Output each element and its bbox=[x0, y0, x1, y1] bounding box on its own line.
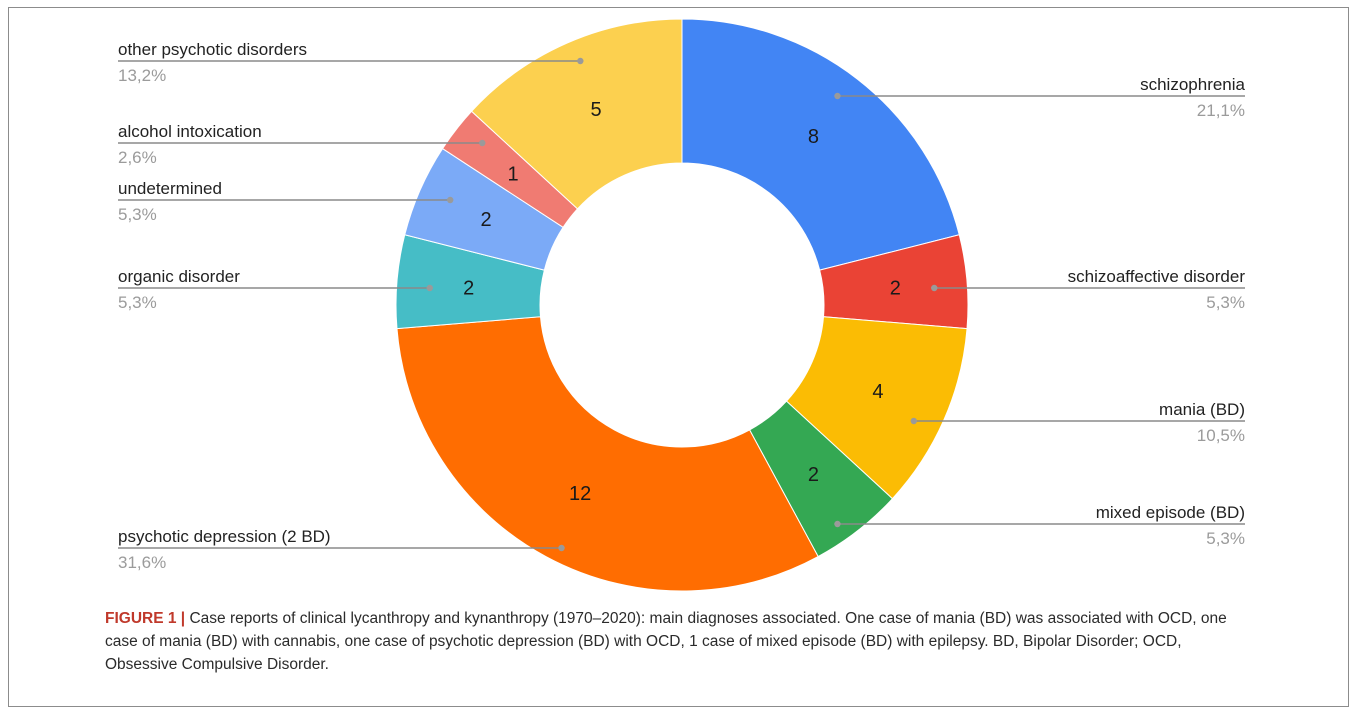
percent-label-other-psychotic-disorders: 13,2% bbox=[118, 66, 166, 85]
leader-dot-schizoaffective-disorder bbox=[931, 284, 938, 292]
category-label-other-psychotic-disorders: other psychotic disorders bbox=[118, 40, 307, 59]
value-label-schizophrenia: 8 bbox=[808, 126, 819, 148]
category-label-mania-bd: mania (BD) bbox=[1159, 400, 1245, 419]
leader-dot-schizophrenia bbox=[834, 92, 841, 100]
value-label-alcohol-intoxication: 1 bbox=[508, 164, 519, 186]
value-label-organic-disorder: 2 bbox=[463, 277, 474, 299]
category-label-alcohol-intoxication: alcohol intoxication bbox=[118, 122, 262, 141]
percent-label-alcohol-intoxication: 2,6% bbox=[118, 148, 157, 167]
value-label-psychotic-depression-2-bd: 12 bbox=[569, 483, 591, 505]
value-label-other-psychotic-disorders: 5 bbox=[590, 99, 601, 121]
category-label-mixed-episode-bd: mixed episode (BD) bbox=[1096, 503, 1245, 522]
caption-text: Case reports of clinical lycanthropy and… bbox=[105, 610, 1227, 673]
value-label-schizoaffective-disorder: 2 bbox=[890, 277, 901, 299]
value-label-mania-bd: 4 bbox=[872, 381, 883, 403]
figure-caption: FIGURE 1 | Case reports of clinical lyca… bbox=[105, 607, 1250, 676]
slice-other-psychotic-disorders bbox=[470, 18, 683, 210]
leader-dot-psychotic-depression-2-bd bbox=[558, 544, 565, 552]
donut-chart: 8 schizophrenia 21,1% 2 schizoaffective diso… bbox=[118, 18, 1246, 592]
slice-schizophrenia bbox=[681, 18, 960, 271]
percent-label-schizoaffective-disorder: 5,3% bbox=[1206, 293, 1245, 312]
leader-dot-other-psychotic-disorders bbox=[577, 57, 584, 65]
category-label-schizophrenia: schizophrenia bbox=[1140, 75, 1245, 94]
caption-lead: FIGURE 1 | bbox=[105, 610, 186, 627]
value-label-undetermined: 2 bbox=[480, 209, 491, 231]
leader-dot-mixed-episode-bd bbox=[834, 520, 841, 528]
leader-dot-alcohol-intoxication bbox=[479, 139, 486, 147]
slice-psychotic-depression-2-bd bbox=[396, 316, 819, 592]
leader-dot-mania-bd bbox=[910, 417, 917, 425]
category-label-undetermined: undetermined bbox=[118, 179, 222, 198]
leader-dot-organic-disorder bbox=[426, 284, 433, 292]
category-label-organic-disorder: organic disorder bbox=[118, 267, 240, 286]
percent-label-schizophrenia: 21,1% bbox=[1197, 101, 1245, 120]
category-label-psychotic-depression-2-bd: psychotic depression (2 BD) bbox=[118, 527, 331, 546]
percent-label-mania-bd: 10,5% bbox=[1197, 426, 1245, 445]
percent-label-undetermined: 5,3% bbox=[118, 205, 157, 224]
percent-label-organic-disorder: 5,3% bbox=[118, 293, 157, 312]
value-label-mixed-episode-bd: 2 bbox=[808, 464, 819, 486]
percent-label-psychotic-depression-2-bd: 31,6% bbox=[118, 553, 166, 572]
leader-dot-undetermined bbox=[447, 196, 454, 204]
category-label-schizoaffective-disorder: schizoaffective disorder bbox=[1068, 267, 1246, 286]
percent-label-mixed-episode-bd: 5,3% bbox=[1206, 529, 1245, 548]
